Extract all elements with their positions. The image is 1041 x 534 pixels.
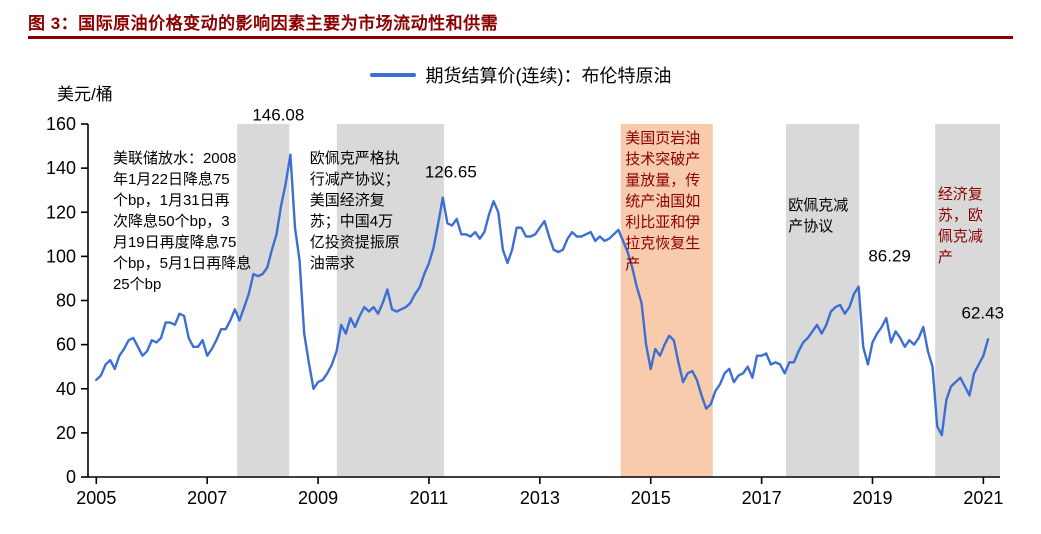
x-axis-tick-label: 2017 — [742, 488, 782, 508]
data-point-label: 86.29 — [868, 247, 911, 266]
title-underline — [28, 36, 1013, 39]
y-axis-tick-label: 40 — [56, 379, 76, 399]
annotation: 美联储放水：2008 年1月22日降息75 个bp，1月31日再 次降息50个b… — [112, 150, 252, 294]
legend-line-marker — [369, 73, 416, 77]
annotation: 欧佩克严格执 行减产协议； 美国经济复 苏；中国4万 亿投资提振原 油需求 — [309, 150, 400, 273]
y-axis-tick-label: 80 — [56, 291, 76, 311]
x-axis-tick-label: 2019 — [852, 488, 892, 508]
x-axis-tick-label: 2009 — [298, 488, 338, 508]
y-axis-tick-label: 100 — [46, 246, 76, 266]
y-axis-tick-label: 0 — [66, 467, 76, 487]
data-point-label: 126.65 — [425, 163, 477, 182]
annotation: 欧佩克减 产协议 — [788, 196, 849, 235]
x-axis-tick-label: 2015 — [631, 488, 671, 508]
annotation: 经济复 苏，欧 佩克减 产 — [937, 185, 983, 266]
x-axis-tick-label: 2005 — [76, 488, 116, 508]
legend-label: 期货结算价(连续)：布伦特原油 — [425, 66, 672, 86]
x-axis-tick-label: 2011 — [410, 488, 449, 508]
y-axis-tick-label: 20 — [56, 423, 76, 443]
y-axis-tick-label: 120 — [46, 202, 76, 222]
data-point-label: 62.43 — [962, 303, 1005, 322]
y-axis-unit-label: 美元/桶 — [57, 85, 113, 104]
highlight-band — [620, 124, 713, 477]
y-axis-tick-label: 160 — [46, 114, 76, 134]
y-axis-tick-label: 60 — [56, 335, 76, 355]
x-axis-tick-label: 2013 — [520, 488, 560, 508]
highlight-band — [785, 124, 860, 477]
x-axis-tick-label: 2007 — [187, 488, 227, 508]
figure-title: 图 3：国际原油价格变动的影响因素主要为市场流动性和供需 — [28, 14, 499, 33]
x-axis-tick-label: 2021 — [963, 488, 1003, 508]
price-line — [95, 153, 990, 437]
data-point-label: 146.08 — [252, 106, 304, 125]
legend: 期货结算价(连续)：布伦特原油 — [0, 62, 1041, 88]
y-axis-tick-label: 140 — [46, 158, 76, 178]
highlight-band — [935, 124, 1000, 477]
annotation: 美国页岩油 技术突破产 量放量，传 统产油国如 利比亚和伊 拉克恢复生 产 — [625, 130, 701, 274]
